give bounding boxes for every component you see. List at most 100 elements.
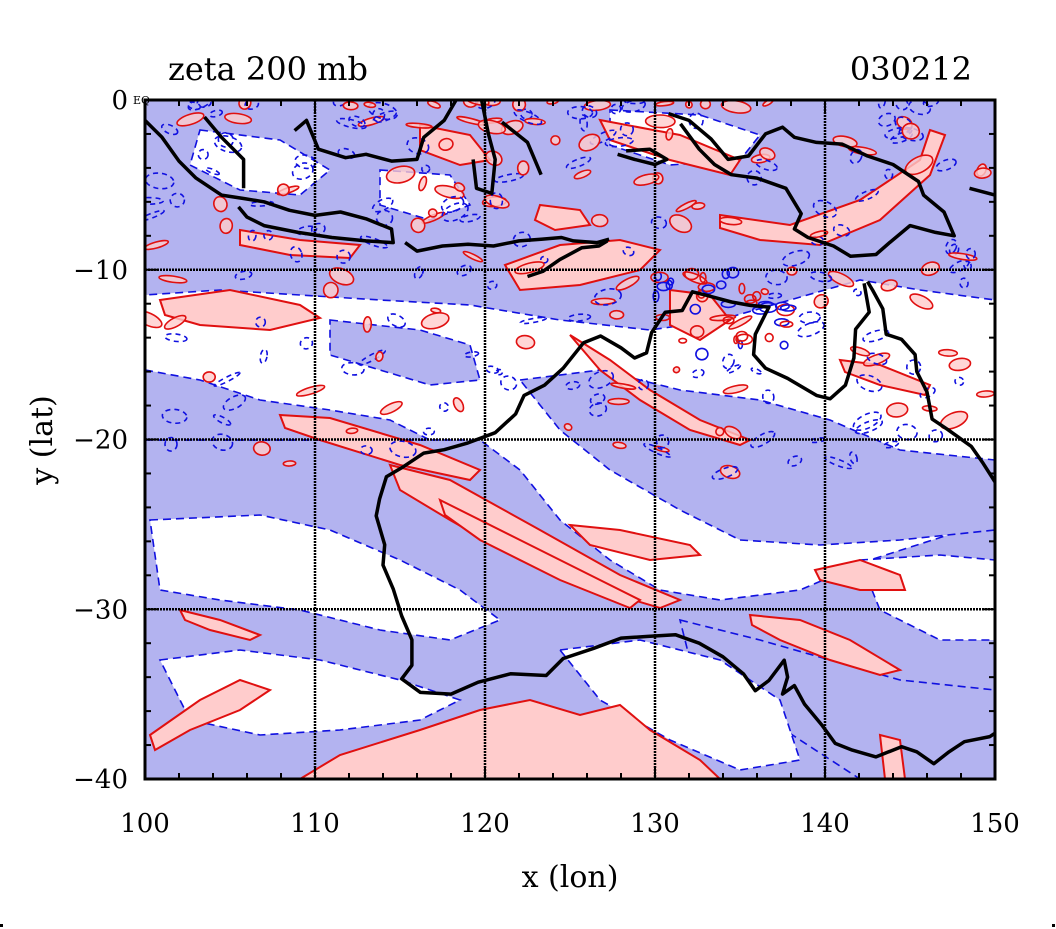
- positive-contour: [427, 208, 438, 218]
- negative-contour: [908, 100, 932, 116]
- positive-contour: [426, 100, 442, 109]
- negative-contour: [440, 195, 465, 214]
- negative-contour: [922, 100, 940, 108]
- negative-contour: [963, 260, 972, 271]
- map-title-left: zeta 200 mb: [168, 50, 368, 88]
- coastline-6: [526, 239, 609, 279]
- negative-contour: [164, 332, 188, 343]
- negative-contour: [463, 350, 480, 358]
- negative-contour: [781, 249, 811, 267]
- negative-contour: [604, 136, 634, 148]
- negative-contour: [877, 112, 896, 127]
- negative-contour: [587, 369, 615, 390]
- coastline-7: [617, 147, 669, 167]
- vortex-contour: [751, 290, 762, 302]
- positive-contour: [615, 275, 640, 291]
- negative-contour: [422, 427, 436, 436]
- negative-contour: [161, 408, 188, 425]
- vortex-contour: [779, 304, 797, 312]
- positive-contour: [691, 202, 706, 210]
- positive-contour: [609, 309, 625, 320]
- positive-contour: [920, 261, 941, 277]
- coastline-1: [203, 115, 246, 189]
- negative-contour: [711, 465, 739, 481]
- negative-contour: [928, 429, 944, 443]
- positive-band-9: [148, 678, 273, 752]
- vortex-contour: [733, 335, 739, 345]
- positive-contour: [722, 384, 749, 395]
- vortex-contour: [656, 281, 671, 292]
- positive-contour: [901, 122, 921, 140]
- vortex-contour: [722, 316, 735, 325]
- negative-contour: [798, 311, 821, 324]
- negative-contour: [438, 402, 450, 412]
- positive-contour: [453, 182, 466, 193]
- coastlines: [145, 100, 995, 779]
- positive-band-19: [838, 358, 932, 397]
- coastline-8: [668, 111, 956, 258]
- positive-contour: [573, 169, 592, 180]
- vortex-contour: [779, 320, 794, 328]
- negative-region-central: [518, 369, 995, 546]
- coastline-0: [145, 119, 395, 245]
- y-tick-labels: 0 −10 −20 −30 −40: [73, 86, 128, 795]
- negative-region-mid-west: [329, 319, 482, 386]
- negative-contour: [489, 192, 504, 210]
- negative-contour: [456, 264, 472, 277]
- positive-contour: [252, 441, 271, 456]
- positive-contour: [973, 167, 992, 179]
- lat-lon-grid: [145, 100, 995, 779]
- positive-contour: [420, 312, 450, 330]
- positive-contour: [410, 217, 426, 234]
- positive-contour: [827, 270, 855, 288]
- y0-suffix: EQ: [133, 94, 150, 107]
- negative-contour: [372, 110, 397, 124]
- negative-contour: [371, 107, 386, 123]
- negative-contour: [854, 419, 884, 435]
- negative-contour: [299, 336, 314, 350]
- negative-contour: [637, 378, 650, 391]
- negative-contour: [898, 127, 924, 142]
- negative-contour: [809, 271, 833, 283]
- vortex-contour: [697, 282, 716, 293]
- positive-contour: [909, 293, 934, 310]
- neutral-gap-3: [558, 639, 802, 771]
- positive-contour: [514, 261, 545, 275]
- negative-contour: [883, 440, 900, 449]
- positive-contour: [550, 135, 561, 146]
- corner-dot-bl: [0, 924, 3, 927]
- vortex-contour: [738, 282, 746, 295]
- positive-contour: [975, 390, 995, 398]
- negative-region-south-east: [678, 618, 995, 779]
- positive-contour: [590, 213, 609, 228]
- negative-contour: [622, 246, 635, 257]
- positive-contour: [163, 314, 187, 330]
- positive-contour: [718, 216, 743, 226]
- y-axis-label: y (lat): [25, 395, 60, 485]
- positive-band-11: [158, 288, 323, 332]
- positive-band-13: [719, 128, 947, 247]
- vortex-contour: [695, 347, 709, 361]
- negative-contour: [474, 100, 497, 110]
- positive-contour: [379, 400, 403, 416]
- negative-contour: [761, 389, 775, 405]
- positive-contour: [385, 165, 416, 184]
- coastline-3: [471, 100, 497, 196]
- positive-contour: [158, 274, 188, 284]
- coastline-4: [500, 120, 543, 176]
- negative-contour: [413, 265, 425, 280]
- coastline-12: [904, 778, 907, 779]
- positive-band-17: [533, 203, 592, 232]
- negative-contour: [750, 367, 763, 375]
- x-tick-label: 150: [970, 809, 1020, 839]
- positive-band-1: [278, 413, 482, 482]
- positive-contour: [282, 460, 297, 467]
- negative-contour: [862, 329, 890, 343]
- negative-contour: [289, 245, 303, 263]
- x-tick-label: 130: [630, 809, 680, 839]
- positive-band-4: [567, 523, 703, 562]
- negative-contour: [187, 101, 202, 111]
- negative-contour: [766, 292, 783, 300]
- positive-contour: [462, 250, 484, 263]
